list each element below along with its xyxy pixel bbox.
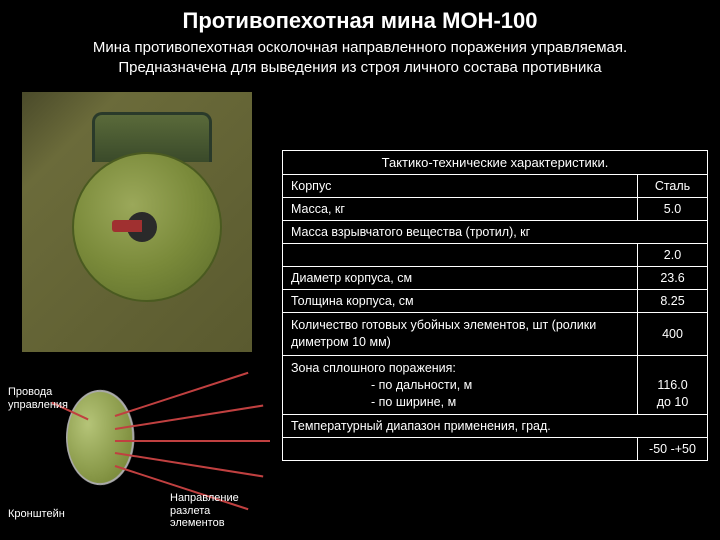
table-row: Толщина корпуса, см 8.25	[283, 290, 708, 313]
page-title: Противопехотная мина МОН-100	[0, 0, 720, 34]
cell-label: Количество готовых убойных элементов, шт…	[283, 313, 638, 356]
zone-label: Зона сплошного поражения:	[291, 361, 456, 375]
cell-label: Диаметр корпуса, см	[283, 267, 638, 290]
label-wires: Провода управления	[8, 386, 78, 411]
subtitle-line1: Мина противопехотная осколочная направле…	[93, 39, 627, 56]
mine-photo	[22, 92, 252, 352]
ray-3	[115, 440, 270, 442]
photo-tip	[112, 220, 142, 232]
table-header: Тактико-технические характеристики.	[283, 151, 708, 175]
cell-value: 5.0	[638, 198, 708, 221]
cell-label	[283, 438, 638, 461]
cell-value: 8.25	[638, 290, 708, 313]
subtitle-line2: Предназначена для выведения из строя лич…	[118, 59, 601, 76]
table-row: -50 -+50	[283, 438, 708, 461]
cell-label: Масса взрывчатого вещества (тротил), кг	[283, 221, 708, 244]
table-row: Масса, кг 5.0	[283, 198, 708, 221]
cell-label: Масса, кг	[283, 198, 638, 221]
table-row: Диаметр корпуса, см 23.6	[283, 267, 708, 290]
cell-value: 23.6	[638, 267, 708, 290]
cell-value: 400	[638, 313, 708, 356]
subtitle: Мина противопехотная осколочная направле…	[0, 34, 720, 83]
specs-table: Тактико-технические характеристики. Корп…	[282, 150, 708, 461]
table-row: Температурный диапазон применения, град.	[283, 415, 708, 438]
cell-label: Температурный диапазон применения, град.	[283, 415, 708, 438]
cell-value: 2.0	[638, 244, 708, 267]
label-bracket: Кронштейн	[8, 508, 78, 521]
fragment-diagram	[60, 380, 260, 500]
cell-value: Сталь	[638, 175, 708, 198]
cell-label: Зона сплошного поражения: - по дальности…	[283, 355, 638, 415]
zone-val1: 116.0	[657, 378, 687, 392]
label-direction: Направление разлета элементов	[170, 492, 260, 530]
table-row: Зона сплошного поражения: - по дальности…	[283, 355, 708, 415]
table-row: Корпус Сталь	[283, 175, 708, 198]
cell-label: Толщина корпуса, см	[283, 290, 638, 313]
zone-val2: до 10	[657, 395, 689, 409]
table-row: Количество готовых убойных элементов, шт…	[283, 313, 708, 356]
zone-sub2: - по ширине, м	[291, 395, 456, 409]
cell-label	[283, 244, 638, 267]
cell-value: -50 -+50	[638, 438, 708, 461]
table-row: 2.0	[283, 244, 708, 267]
cell-label: Корпус	[283, 175, 638, 198]
zone-sub1: - по дальности, м	[291, 378, 472, 392]
table-row: Масса взрывчатого вещества (тротил), кг	[283, 221, 708, 244]
cell-value: 116.0 до 10	[638, 355, 708, 415]
